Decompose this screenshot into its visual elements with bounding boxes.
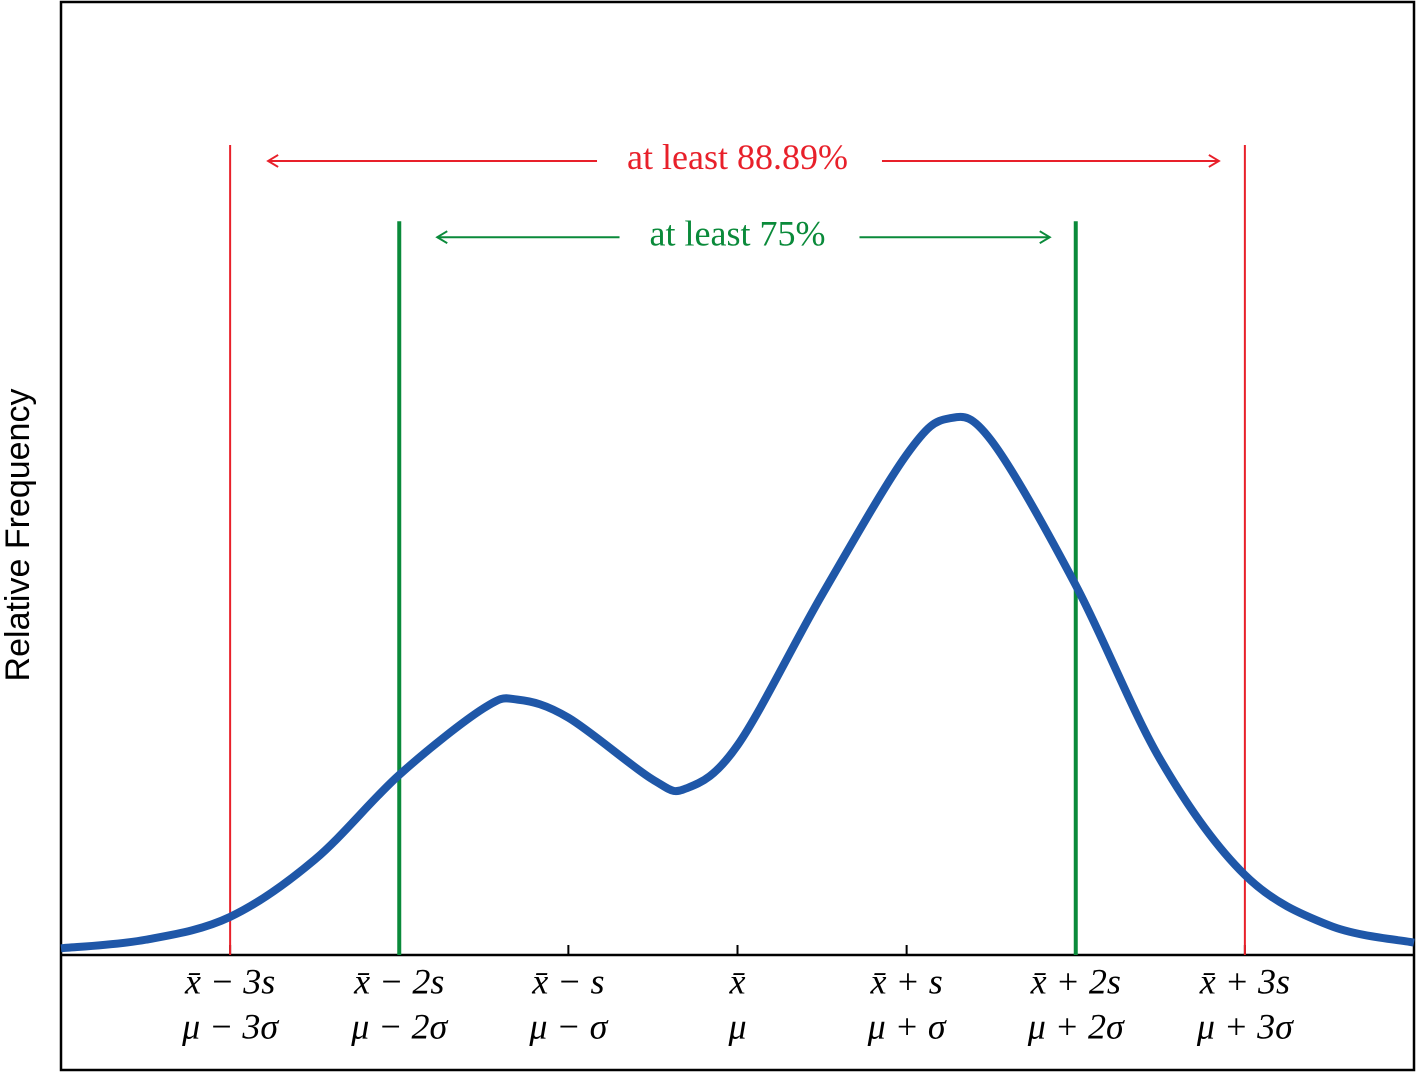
- annotation-label: at least 75%: [650, 213, 826, 253]
- x-tick-label-2: μ − σ: [528, 1006, 608, 1046]
- x-tick-label-2: μ + σ: [867, 1006, 947, 1046]
- frame: [59, 0, 1416, 1072]
- x-tick-label: x̄ − s: [531, 961, 604, 1001]
- x-tick-label-2: μ − 3σ: [181, 1006, 279, 1046]
- arrow-head: [266, 154, 279, 168]
- annotation-label: at least 88.89%: [627, 137, 848, 177]
- x-tick-label: x̄ + 3s: [1199, 961, 1290, 1001]
- arrow-head: [435, 230, 448, 245]
- x-tick-label-2: μ + 2σ: [1027, 1006, 1125, 1046]
- curve: [60, 412, 1415, 953]
- x-tick-label: x̄ + s: [869, 961, 942, 1001]
- x-tick-label: x̄ + 2s: [1030, 961, 1121, 1001]
- x-tick-label-2: μ − 2σ: [350, 1006, 448, 1046]
- x-tick-label: x̄: [729, 961, 746, 1001]
- arrow-head: [1208, 154, 1221, 168]
- y-axis-label: Relative Frequency: [0, 389, 37, 682]
- x-tick-label-2: μ: [727, 1006, 746, 1046]
- x-tick-label: x̄ − 3s: [184, 961, 275, 1001]
- x-tick-label: x̄ − 2s: [353, 961, 444, 1001]
- x-tick-label-2: μ + 3σ: [1196, 1006, 1294, 1046]
- arrow-head: [1039, 230, 1052, 245]
